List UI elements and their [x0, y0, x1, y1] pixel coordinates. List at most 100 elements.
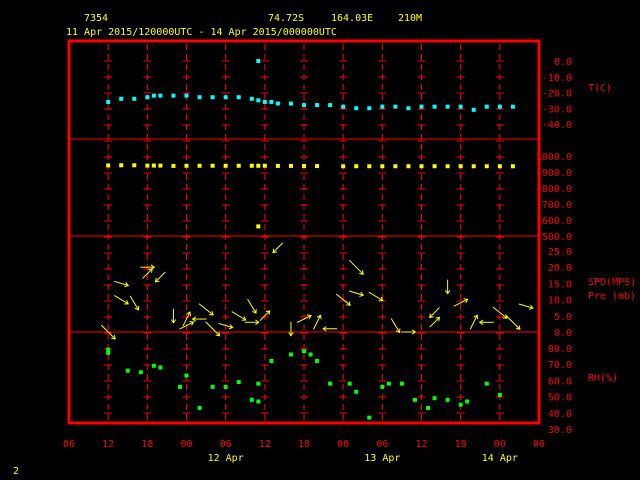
x-tick-label: 18 — [455, 439, 467, 450]
wind-arrow — [444, 279, 451, 295]
humidity-point — [412, 397, 417, 402]
temperature-point — [210, 95, 215, 100]
x-tick-label: 06 — [376, 439, 388, 450]
humidity-point — [497, 392, 502, 397]
wind-arrow-shaft — [182, 311, 191, 327]
humidity-point — [158, 365, 163, 370]
wind-arrow — [244, 319, 260, 325]
temperature-point — [256, 59, 261, 63]
wind-arrow-head — [316, 314, 322, 320]
pressure-point — [171, 163, 176, 168]
humidity-point — [106, 347, 111, 352]
wind-arrow-shaft — [429, 317, 440, 328]
wind-arrow-shaft — [100, 324, 116, 340]
temperature-point — [197, 95, 202, 100]
wind-arrow — [259, 310, 271, 322]
humidity-point — [445, 397, 450, 402]
wind-arrow-shaft — [231, 311, 246, 321]
wind-arrow-shaft — [129, 295, 139, 311]
pressure-point — [445, 164, 450, 169]
station-id: 7354 — [84, 13, 108, 24]
pressure-point — [380, 164, 385, 169]
temperature-point — [367, 106, 372, 111]
pressure-tick-label: 600.0 — [542, 216, 572, 227]
temperature-point — [380, 104, 385, 109]
pressure-point — [406, 164, 411, 169]
temperature-point — [249, 96, 254, 101]
wind-arrow — [322, 326, 338, 332]
pressure-point — [249, 163, 254, 168]
wind-arrow — [518, 303, 534, 310]
x-tick-label: 12 — [102, 439, 114, 450]
humidity-point — [380, 384, 385, 389]
temperature-point — [275, 101, 280, 106]
pressure-point — [302, 164, 306, 169]
pressure-tick-label: 900.0 — [542, 168, 572, 179]
wind-arrow-shaft — [368, 291, 384, 301]
temperature-tick-label: -30.0 — [542, 104, 572, 115]
humidity-point — [125, 368, 130, 373]
wind-arrow-shaft — [492, 306, 508, 319]
temperature-point — [445, 104, 450, 109]
wind-arrow-head — [435, 316, 441, 322]
pressure-point — [471, 164, 476, 169]
temperature-point — [393, 104, 398, 109]
wind-arrow-shaft — [518, 303, 534, 309]
humidity-point — [210, 384, 215, 389]
humidity-point — [432, 396, 437, 401]
wind-arrow-head — [463, 298, 469, 304]
humidity-point — [302, 349, 306, 354]
wind-arrow — [114, 280, 130, 288]
temperature-tick-label: -10.0 — [542, 73, 572, 84]
wind-arrow — [205, 321, 221, 337]
temperature-point — [171, 93, 176, 98]
wind-arrow-head — [255, 319, 260, 325]
humidity-point — [308, 352, 313, 357]
temperature-point — [288, 101, 293, 106]
wind-arrow-shaft — [272, 242, 284, 254]
wind-arrow-head — [241, 316, 247, 321]
humidity-point — [223, 384, 228, 389]
pressure-point — [315, 164, 320, 169]
humidity-point — [458, 402, 463, 407]
wind-arrow-shaft — [335, 293, 351, 306]
page-number: 2 — [13, 466, 19, 477]
temperature-point — [354, 106, 359, 111]
wind-arrow — [142, 268, 153, 279]
wind-arrow-shaft — [469, 315, 478, 330]
wind-arrow — [182, 311, 192, 327]
wind-arrow-head — [209, 310, 214, 316]
temperature-point — [484, 104, 489, 109]
pressure-point — [256, 224, 261, 229]
pressure-tick-label: 1000.0 — [536, 152, 572, 163]
pressure-point — [484, 164, 489, 169]
pressure-point — [497, 164, 502, 169]
grid-layer — [69, 44, 539, 421]
temperature-point — [315, 103, 320, 108]
temperature-tick-label: -20.0 — [542, 89, 572, 100]
wind-arrow — [288, 321, 294, 337]
humidity-tick-label: 40.0 — [548, 409, 572, 420]
wind-arrow-head — [186, 311, 192, 317]
wind-arrow-shaft — [113, 294, 129, 305]
pressure-point — [119, 163, 124, 168]
humidity-axis-label: RH(%) — [588, 373, 618, 384]
wind-arrow-head — [429, 313, 434, 319]
wind-arrow-head — [322, 326, 327, 332]
pressure-point — [145, 163, 150, 168]
wind-arrow-shaft — [155, 271, 166, 283]
wind-arrow — [469, 314, 479, 330]
wind-arrow — [191, 316, 207, 322]
humidity-point — [465, 399, 470, 404]
wind-arrow-head — [189, 320, 195, 326]
humidity-point — [269, 358, 274, 363]
pressure-point — [256, 163, 261, 168]
temperature-point — [119, 96, 124, 101]
humidity-point — [106, 350, 111, 355]
wind-arrow-shaft — [348, 259, 364, 275]
pressure-point — [210, 163, 215, 168]
wind-arrow-head — [272, 248, 278, 254]
temperature-point — [406, 106, 411, 111]
wind-arrow-shaft — [247, 298, 257, 314]
